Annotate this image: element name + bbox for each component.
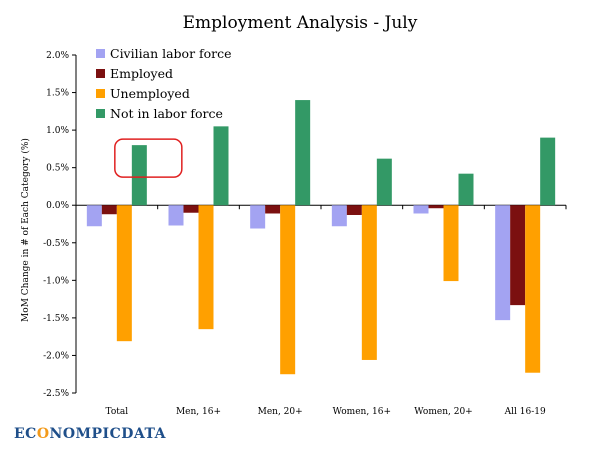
bar bbox=[183, 205, 199, 213]
legend-swatch bbox=[96, 109, 105, 118]
x-tick-label: Men, 20+ bbox=[258, 407, 303, 417]
legend-swatch bbox=[96, 89, 105, 98]
bar bbox=[168, 205, 184, 226]
x-tick-label: Men, 16+ bbox=[176, 407, 221, 417]
bar bbox=[428, 205, 444, 209]
legend-entry: Civilian labor force bbox=[110, 46, 232, 61]
bar bbox=[131, 145, 147, 206]
highlight-box bbox=[114, 138, 183, 178]
bar bbox=[265, 205, 281, 214]
bar bbox=[525, 205, 541, 373]
bar bbox=[540, 137, 556, 206]
bar bbox=[250, 205, 266, 229]
legend: Civilian labor force Employed Unemployed No… bbox=[96, 46, 232, 121]
logo-o: O bbox=[36, 426, 50, 442]
bar bbox=[116, 205, 132, 342]
bar bbox=[101, 205, 117, 215]
x-tick-label: Total bbox=[106, 407, 129, 417]
legend-swatch bbox=[96, 69, 105, 78]
bar bbox=[458, 173, 474, 206]
brand-logo: ECONOMPICDATA bbox=[14, 426, 166, 442]
legend-entry: Employed bbox=[110, 66, 173, 81]
y-tick-label: -0.5% bbox=[43, 239, 69, 249]
bar bbox=[295, 100, 311, 206]
bar bbox=[413, 205, 429, 214]
y-tick-label: -2.5% bbox=[43, 389, 69, 399]
bar bbox=[376, 158, 392, 206]
bars bbox=[86, 100, 556, 375]
bar bbox=[443, 205, 459, 282]
bar bbox=[510, 205, 526, 306]
x-tick-label: Women, 16+ bbox=[333, 407, 391, 417]
y-tick-label: 1.0% bbox=[46, 126, 69, 136]
bar bbox=[331, 205, 347, 227]
y-axis-label: MoM Change in # of Each Category (%) bbox=[20, 138, 31, 322]
y-tick-label: 0.0% bbox=[46, 201, 69, 211]
logo-prefix: EC bbox=[14, 426, 37, 442]
y-tick-labels: 2.0% 1.5% 1.0% 0.5% 0.0% -0.5% -1.0% -1.5% -2.0%… bbox=[43, 51, 69, 399]
bar bbox=[280, 205, 296, 375]
y-tick-label: 1.5% bbox=[46, 89, 69, 99]
chart-title: Employment Analysis - July bbox=[183, 13, 418, 33]
legend-swatch bbox=[96, 49, 105, 58]
axes bbox=[72, 54, 567, 394]
y-tick-label: -1.5% bbox=[43, 314, 69, 324]
logo-rest: NOMPICDATA bbox=[49, 426, 166, 442]
x-tick-labels: Total Men, 16+ Men, 20+ Women, 16+ Women, 20… bbox=[106, 407, 546, 417]
y-tick-label: -1.0% bbox=[43, 276, 69, 286]
bar bbox=[86, 205, 102, 227]
legend-entry: Unemployed bbox=[110, 86, 190, 101]
annotation bbox=[114, 138, 183, 178]
y-tick-label: 2.0% bbox=[46, 51, 69, 61]
bar bbox=[198, 205, 214, 330]
x-tick-label: Women, 20+ bbox=[414, 407, 472, 417]
bar bbox=[361, 205, 377, 360]
legend-entry: Not in labor force bbox=[110, 106, 223, 121]
x-tick-label: All 16-19 bbox=[504, 407, 546, 417]
y-tick-label: 0.5% bbox=[46, 164, 69, 174]
bar bbox=[495, 205, 511, 321]
y-tick-label: -2.0% bbox=[43, 351, 69, 361]
bar bbox=[213, 126, 229, 206]
bar bbox=[346, 205, 362, 215]
